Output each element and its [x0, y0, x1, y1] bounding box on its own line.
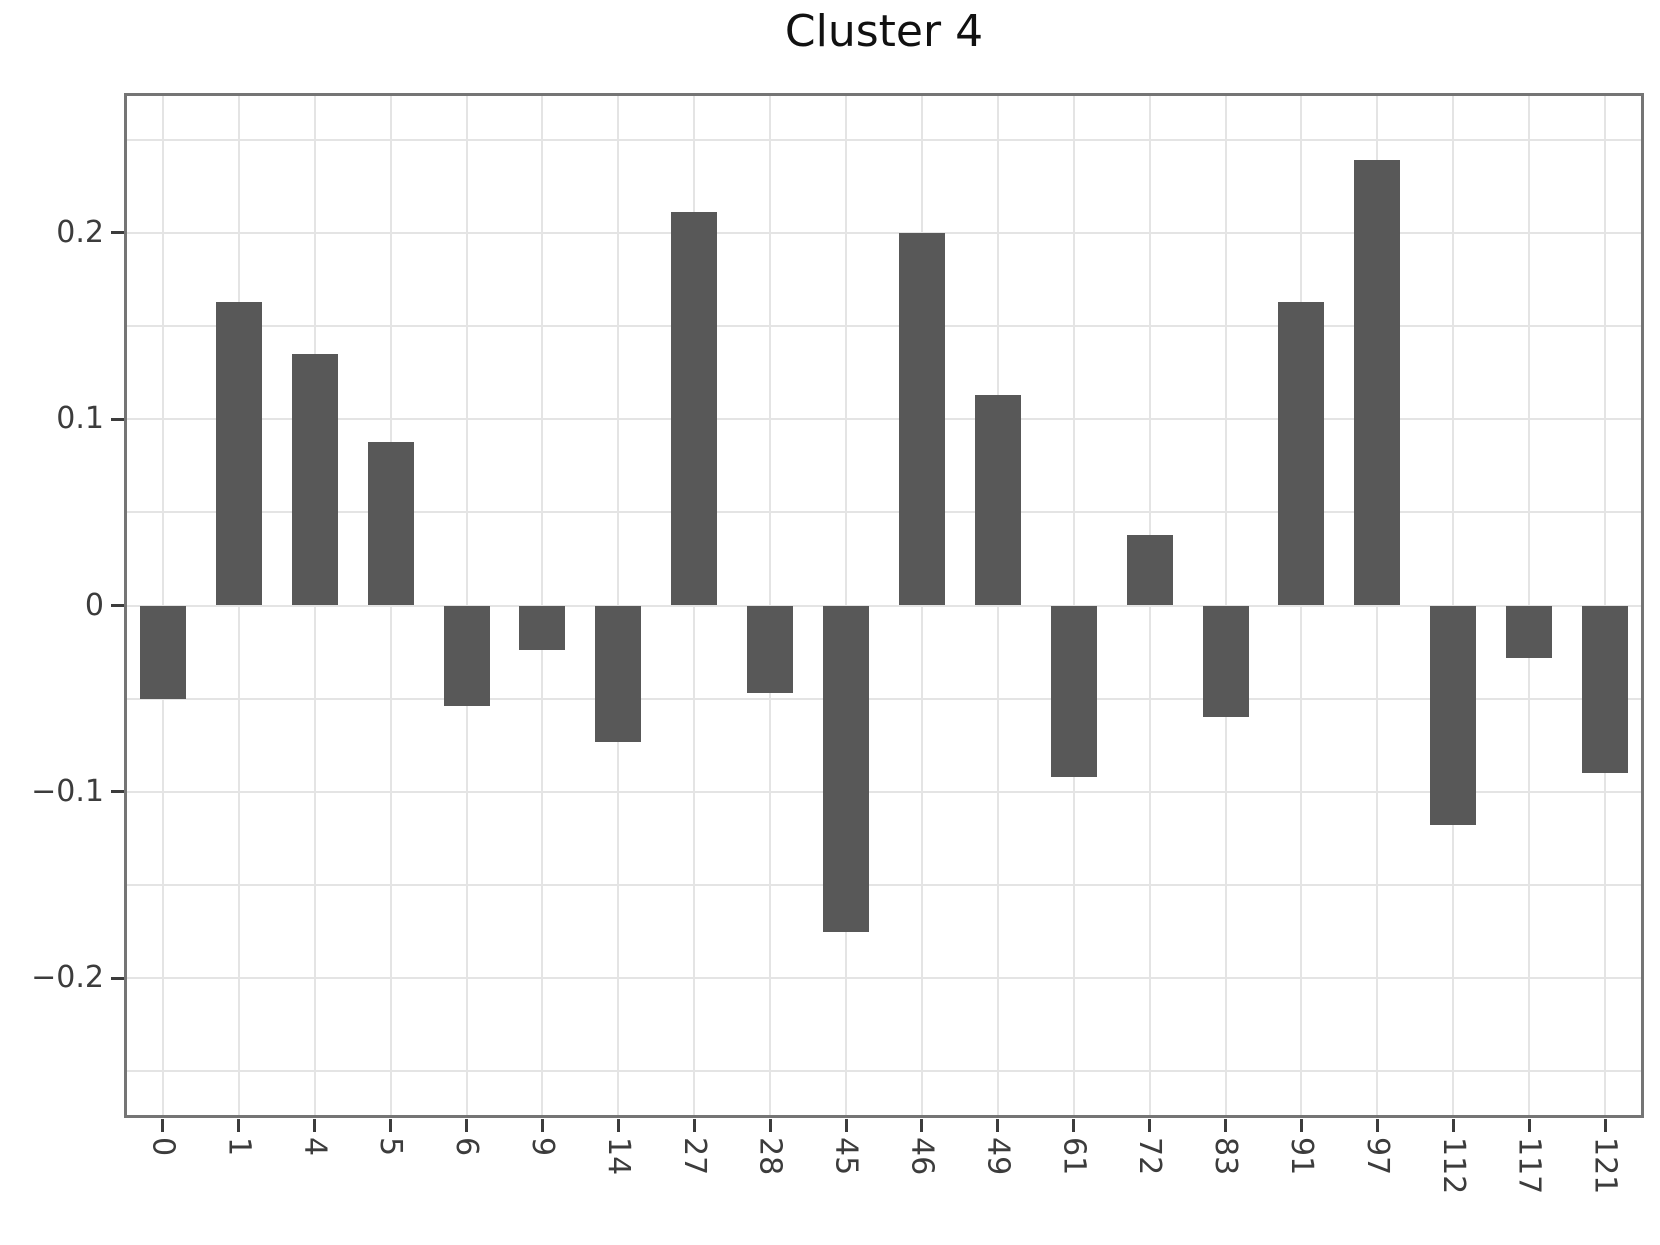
y-tick — [111, 976, 124, 980]
gridline-h — [125, 324, 1643, 327]
gridline-h — [125, 231, 1643, 234]
bar-1 — [215, 301, 262, 606]
bar-112 — [1430, 605, 1477, 826]
x-tick-label: 45 — [828, 1137, 864, 1176]
gridline-h — [125, 977, 1643, 980]
y-tick-label: 0 — [84, 587, 104, 623]
bar-4 — [291, 353, 338, 606]
x-tick-label: 0 — [145, 1137, 181, 1157]
x-tick — [1603, 1119, 1607, 1132]
y-tick-label: 0.2 — [56, 214, 104, 250]
x-tick — [465, 1119, 469, 1132]
x-tick-label: 117 — [1511, 1137, 1547, 1195]
x-tick-label: 112 — [1435, 1137, 1471, 1195]
y-tick-label: −0.2 — [31, 960, 104, 996]
gridline-h — [125, 790, 1643, 793]
bar-121 — [1582, 605, 1629, 774]
x-tick-label: 14 — [600, 1137, 636, 1176]
gridline-h — [125, 1070, 1643, 1073]
x-tick-label: 49 — [980, 1137, 1016, 1176]
x-tick — [389, 1119, 393, 1132]
bar-6 — [443, 605, 490, 707]
x-tick — [920, 1119, 924, 1132]
y-tick-label: −0.1 — [31, 773, 104, 809]
y-tick — [111, 604, 124, 607]
x-tick — [768, 1119, 772, 1132]
x-tick-label: 83 — [1208, 1137, 1244, 1176]
x-tick-label: 27 — [676, 1137, 712, 1176]
bar-91 — [1278, 301, 1325, 606]
bar-27 — [671, 212, 718, 606]
x-tick — [1451, 1119, 1455, 1132]
bar-72 — [1126, 534, 1173, 606]
x-tick — [237, 1119, 241, 1132]
x-tick-label: 72 — [1132, 1137, 1168, 1176]
bar-61 — [1050, 605, 1097, 777]
bar-117 — [1506, 605, 1553, 658]
x-tick — [161, 1119, 165, 1132]
x-tick-label: 91 — [1283, 1137, 1319, 1176]
bar-45 — [823, 605, 870, 932]
gridline-h — [125, 604, 1643, 607]
x-tick-label: 61 — [1056, 1137, 1092, 1176]
bar-97 — [1354, 160, 1401, 606]
x-tick — [540, 1119, 544, 1132]
gridline-h — [125, 138, 1643, 141]
bar-49 — [974, 394, 1021, 606]
bar-83 — [1202, 605, 1249, 718]
x-tick — [1148, 1119, 1152, 1132]
y-tick — [111, 231, 124, 235]
bar-0 — [139, 605, 186, 699]
x-tick — [692, 1119, 696, 1132]
chart-title: Cluster 4 — [784, 6, 984, 57]
x-tick — [996, 1119, 1000, 1132]
x-tick — [1375, 1119, 1379, 1132]
gridline-h — [125, 884, 1643, 886]
gridline-h — [125, 697, 1643, 700]
x-tick-label: 28 — [752, 1137, 788, 1176]
bar-46 — [898, 232, 945, 606]
x-tick — [1072, 1119, 1076, 1132]
y-tick — [111, 417, 124, 421]
bar-9 — [519, 605, 566, 651]
x-tick — [844, 1119, 848, 1132]
x-tick-label: 9 — [524, 1137, 560, 1157]
x-tick-label: 1 — [221, 1137, 257, 1157]
x-tick — [1299, 1119, 1303, 1132]
bar-5 — [367, 441, 414, 606]
gridline-h — [125, 511, 1643, 514]
plot-area — [125, 94, 1643, 1117]
x-tick — [313, 1119, 317, 1132]
x-tick — [616, 1119, 620, 1132]
x-tick-label: 6 — [449, 1137, 485, 1157]
x-tick-label: 5 — [373, 1137, 409, 1157]
x-tick-label: 46 — [904, 1137, 940, 1176]
x-tick-label: 4 — [297, 1137, 333, 1157]
x-tick-label: 97 — [1359, 1137, 1395, 1176]
x-tick — [1224, 1119, 1228, 1132]
bar-28 — [747, 605, 794, 694]
gridline-h — [125, 418, 1643, 421]
y-tick-label: 0.1 — [56, 401, 104, 437]
y-tick — [111, 790, 124, 794]
bar-14 — [595, 605, 642, 742]
x-tick — [1527, 1119, 1531, 1132]
x-tick-label: 121 — [1587, 1137, 1623, 1195]
